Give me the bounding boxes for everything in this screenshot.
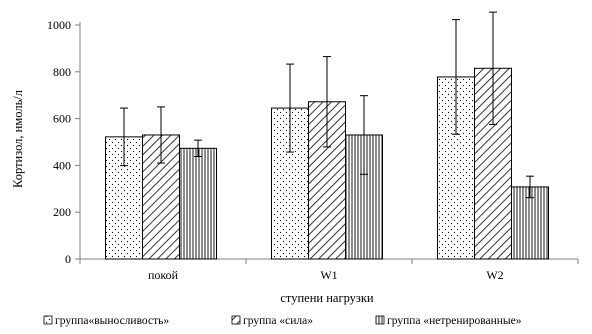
y-tick-label: 800	[53, 65, 71, 79]
legend-label: группа «нетренированные»	[387, 315, 522, 327]
legend-swatch-dots	[43, 315, 53, 325]
legend: группа«выносливость» группа «сила» группа …	[43, 315, 522, 327]
y-axis-title: Кортизол, нмоль/л	[11, 90, 25, 188]
x-tick-label: W2	[486, 268, 503, 282]
legend-swatch-diagonal-hatch	[231, 315, 241, 325]
y-tick-label: 600	[53, 112, 71, 126]
legend-label: группа«выносливость»	[55, 315, 169, 327]
x-tick-label: W1	[320, 268, 337, 282]
y-tick-label: 0	[65, 252, 71, 266]
y-tick-label: 400	[53, 158, 71, 172]
x-tick-label: покой	[148, 268, 179, 282]
legend-label: группа «сила»	[243, 315, 313, 327]
y-tick-label: 200	[53, 205, 71, 219]
plot-area: 0 200 400 600 800 1000 покой W1 W2	[47, 11, 579, 282]
y-tick-label: 1000	[47, 18, 71, 32]
legend-swatch-vertical-lines	[375, 315, 385, 325]
bar-vertical-lines-0	[179, 147, 217, 260]
x-axis-title: ступени нагрузки	[280, 291, 374, 305]
